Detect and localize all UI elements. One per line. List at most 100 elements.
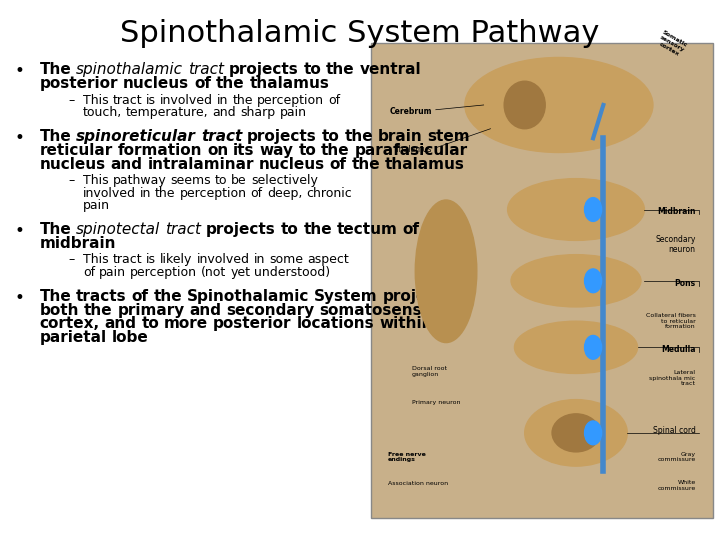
Text: tract: tract <box>166 222 202 237</box>
Text: lobe: lobe <box>112 330 148 345</box>
Text: likely: likely <box>160 253 192 266</box>
Text: •: • <box>14 129 24 147</box>
Text: System: System <box>315 289 378 304</box>
Text: the: the <box>326 62 355 77</box>
Text: spinoreticular: spinoreticular <box>76 129 196 144</box>
Text: intralaminar: intralaminar <box>148 157 254 172</box>
Text: Somatic
sensory
cortex: Somatic sensory cortex <box>655 30 688 58</box>
Text: the: the <box>84 302 112 318</box>
Text: deep,: deep, <box>267 186 302 200</box>
Text: and: and <box>111 157 143 172</box>
Text: tectum: tectum <box>337 222 398 237</box>
Text: Primary neuron: Primary neuron <box>412 400 460 406</box>
Text: of: of <box>132 289 149 304</box>
Text: the: the <box>156 186 176 200</box>
Text: selectively: selectively <box>251 174 318 187</box>
Ellipse shape <box>525 400 627 466</box>
Text: stem: stem <box>428 129 470 144</box>
Circle shape <box>585 198 602 221</box>
Text: brain: brain <box>378 129 423 144</box>
Text: The: The <box>40 129 71 144</box>
Text: projects: projects <box>247 129 317 144</box>
Text: nucleus: nucleus <box>40 157 106 172</box>
Text: nucleus: nucleus <box>259 157 325 172</box>
Text: spinotectal: spinotectal <box>76 222 161 237</box>
Text: tract: tract <box>188 62 224 77</box>
Text: reticular: reticular <box>40 143 113 158</box>
Text: (not: (not <box>201 266 226 279</box>
Text: the: the <box>216 76 245 91</box>
Text: and: and <box>104 316 137 331</box>
Text: seems: seems <box>170 174 211 187</box>
Text: the: the <box>437 316 466 331</box>
Text: to: to <box>449 289 467 304</box>
Text: and: and <box>212 106 236 119</box>
Text: of: of <box>251 186 263 200</box>
Text: parietal: parietal <box>40 330 107 345</box>
Text: its: its <box>233 143 255 158</box>
Text: Spinothalamic System Pathway: Spinothalamic System Pathway <box>120 19 600 48</box>
Text: of: of <box>402 222 420 237</box>
Text: way: way <box>260 143 294 158</box>
Text: Association neuron: Association neuron <box>388 481 448 486</box>
Text: Collateral fibers
to reticular
formation: Collateral fibers to reticular formation <box>646 313 696 329</box>
Text: of: of <box>83 266 95 279</box>
Text: yet: yet <box>230 266 250 279</box>
Text: •: • <box>14 62 24 80</box>
Ellipse shape <box>508 179 644 240</box>
Text: in: in <box>217 94 228 107</box>
Text: tracts: tracts <box>76 289 127 304</box>
Text: involved: involved <box>83 186 136 200</box>
Text: cortex,: cortex, <box>40 316 100 331</box>
Text: perception: perception <box>130 266 197 279</box>
Text: This: This <box>83 174 109 187</box>
Text: perception: perception <box>257 94 324 107</box>
Text: spinothalamic: spinothalamic <box>76 62 183 77</box>
Text: locations: locations <box>297 316 374 331</box>
Circle shape <box>585 335 602 359</box>
Text: touch,: touch, <box>83 106 122 119</box>
Text: The: The <box>40 222 71 237</box>
Text: aspect: aspect <box>307 253 348 266</box>
Text: Pons: Pons <box>675 279 696 288</box>
Text: nucleus: nucleus <box>123 76 189 91</box>
Text: to: to <box>304 62 321 77</box>
Text: The: The <box>40 62 71 77</box>
Ellipse shape <box>415 200 477 342</box>
Text: thalamus: thalamus <box>385 157 465 172</box>
Text: to: to <box>322 129 339 144</box>
Text: formation: formation <box>118 143 202 158</box>
Text: –: – <box>68 94 75 107</box>
Text: tract: tract <box>112 253 142 266</box>
Text: tract: tract <box>201 129 242 144</box>
Text: This: This <box>83 94 109 107</box>
Text: pain: pain <box>99 266 126 279</box>
Text: in: in <box>140 186 151 200</box>
Text: the: the <box>303 222 332 237</box>
Text: posterior: posterior <box>40 76 118 91</box>
Ellipse shape <box>511 255 641 307</box>
Text: some: some <box>269 253 303 266</box>
Text: •: • <box>14 289 24 307</box>
Text: to: to <box>141 316 159 331</box>
Text: involved: involved <box>160 94 213 107</box>
Text: pathway: pathway <box>112 174 166 187</box>
Text: chronic: chronic <box>306 186 352 200</box>
Text: the: the <box>344 129 373 144</box>
Text: Spinothalamic: Spinothalamic <box>187 289 310 304</box>
Text: posterior: posterior <box>213 316 292 331</box>
Text: within: within <box>379 316 433 331</box>
Text: temperature,: temperature, <box>126 106 209 119</box>
Text: is: is <box>146 253 156 266</box>
Text: White
commissure: White commissure <box>657 480 696 491</box>
Text: primary: primary <box>117 302 185 318</box>
Text: somatosensory: somatosensory <box>320 302 450 318</box>
Text: –: – <box>68 174 75 187</box>
Text: •: • <box>14 222 24 240</box>
Text: parafasicular: parafasicular <box>355 143 468 158</box>
Text: ventral: ventral <box>360 62 421 77</box>
Text: to: to <box>281 222 299 237</box>
Text: Gray
commissure: Gray commissure <box>657 451 696 462</box>
Text: pain: pain <box>83 199 109 212</box>
Text: the: the <box>321 143 350 158</box>
